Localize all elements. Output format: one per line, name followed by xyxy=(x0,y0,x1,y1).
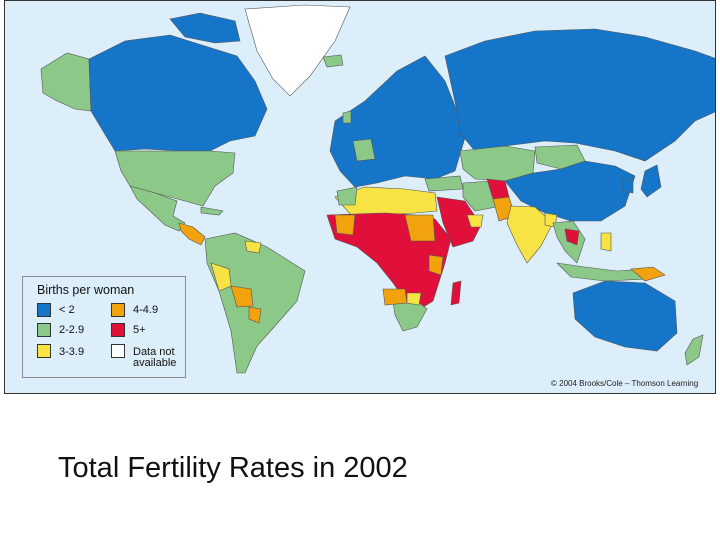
region-india xyxy=(506,205,554,264)
legend-swatch-5plus xyxy=(111,323,125,337)
region-australia xyxy=(572,280,678,352)
region-south-america-colombia-ven xyxy=(204,232,306,374)
region-france xyxy=(352,138,376,162)
region-arabia xyxy=(436,196,482,248)
region-madagascar xyxy=(450,280,462,306)
region-caribbean xyxy=(200,206,224,216)
copyright-notice: © 2004 Brooks/Cole – Thomson Learning xyxy=(551,379,699,388)
region-philippines xyxy=(600,232,612,252)
region-kenya xyxy=(428,254,444,276)
region-ireland xyxy=(342,110,352,124)
region-peru xyxy=(210,262,232,292)
legend-swatch-na xyxy=(111,344,125,358)
map-svg xyxy=(40,4,715,374)
region-paraguay xyxy=(248,306,262,324)
region-usa xyxy=(114,150,236,207)
region-new-zealand xyxy=(684,334,704,366)
legend-label-3-3-9: 3-3.9 xyxy=(59,346,85,358)
region-zimbabwe xyxy=(406,292,422,306)
region-iceland xyxy=(322,54,344,68)
region-ghana-etc xyxy=(334,214,356,236)
page-title: Total Fertility Rates in 2002 xyxy=(58,452,408,484)
region-southern-africa xyxy=(392,300,428,332)
legend-swatch-lt2 xyxy=(37,303,51,317)
region-alaska xyxy=(40,52,92,112)
legend-label-2-2-9: 2-2.9 xyxy=(59,324,85,336)
legend-swatch-4-4-9 xyxy=(111,303,125,317)
region-morocco xyxy=(336,186,358,206)
legend: Births per woman < 2 2-2.9 3-3.9 4-4.9 5… xyxy=(22,276,186,378)
legend-swatch-3-3-9 xyxy=(37,344,51,358)
region-bolivia xyxy=(230,285,254,308)
region-indonesia xyxy=(556,262,648,282)
region-oman-uae xyxy=(466,214,484,228)
region-laos xyxy=(564,228,580,246)
region-papua xyxy=(630,266,666,282)
legend-label-4-4-9: 4-4.9 xyxy=(133,304,159,316)
region-sudan-etc xyxy=(404,214,436,242)
legend-swatch-2-2-9 xyxy=(37,323,51,337)
region-greenland xyxy=(244,4,351,97)
legend-title: Births per woman xyxy=(37,283,135,297)
region-central-america xyxy=(178,222,206,246)
region-canada xyxy=(88,34,268,152)
region-korea xyxy=(622,178,634,194)
legend-label-lt2: < 2 xyxy=(59,304,75,316)
region-russia xyxy=(444,28,715,162)
legend-label-na: Data not available xyxy=(133,346,177,369)
region-japan xyxy=(640,164,662,198)
region-guyana xyxy=(244,240,262,254)
region-turkey xyxy=(424,175,464,192)
region-arctic-islands xyxy=(169,12,241,44)
legend-label-5plus: 5+ xyxy=(133,324,146,336)
region-botswana-etc xyxy=(382,288,408,306)
